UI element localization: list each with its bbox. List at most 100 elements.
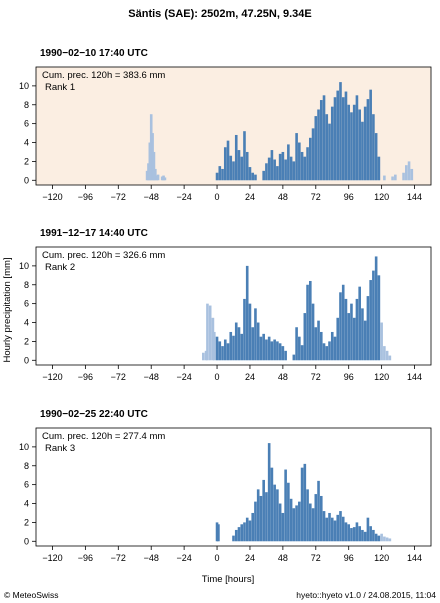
precip-bar: [300, 345, 304, 361]
precip-bar: [366, 517, 370, 542]
panel-1-x-ticks: −120 −96 −72 −48 −24 0 24 48 72 96 120 144: [42, 185, 422, 202]
precip-bar: [262, 333, 265, 361]
precip-bar: [147, 163, 150, 181]
x-tick-label: 0: [215, 192, 220, 202]
precip-bar: [292, 354, 296, 361]
precip-bar: [336, 317, 340, 361]
precip-bar: [295, 505, 298, 542]
precip-bar: [322, 95, 326, 181]
precip-bar: [155, 175, 158, 181]
precip-bar: [358, 109, 361, 181]
precip-bar: [232, 535, 235, 542]
precip-bar: [254, 174, 257, 181]
precip-bar: [339, 82, 342, 181]
panel-2-rank: Rank 2: [45, 262, 75, 273]
precip-bar: [366, 296, 370, 361]
precip-bar: [306, 284, 309, 361]
precip-bar: [229, 155, 233, 181]
y-tick-label: 8: [24, 100, 29, 110]
precip-bar: [330, 106, 334, 181]
y-tick-label: 0: [24, 175, 29, 185]
x-tick-label: −96: [78, 192, 93, 202]
x-tick-label: 72: [311, 192, 321, 202]
x-tick-label: −96: [78, 553, 93, 563]
precip-bar: [273, 484, 276, 542]
precip-bar: [226, 343, 230, 361]
x-axis-label: Time [hours]: [202, 574, 254, 585]
precip-bar: [232, 335, 235, 361]
precip-bar: [217, 524, 220, 542]
precip-bar: [281, 512, 285, 542]
precip-bar: [374, 256, 378, 361]
y-tick-label: 4: [24, 318, 29, 328]
precip-bar: [377, 275, 381, 361]
precip-bar: [369, 280, 372, 361]
panel-2-frame: [35, 246, 432, 366]
panel-2-title: 1991−12−17 14:40 UTC: [40, 228, 148, 239]
panel-1-cumulative-precipitation: Cum. prec. 120h = 383.6 mm: [42, 70, 165, 81]
precip-bar: [218, 166, 222, 181]
precip-bar: [243, 131, 246, 181]
precip-bar: [156, 174, 160, 181]
precip-bar: [223, 339, 227, 361]
y-tick-label: 8: [24, 280, 29, 290]
precip-bar: [374, 533, 378, 542]
precip-bar: [300, 151, 304, 181]
precip-bar: [319, 495, 323, 542]
panel-1-rank: Rank 1: [45, 82, 75, 93]
y-tick-label: 4: [24, 138, 29, 148]
precip-bar: [344, 298, 348, 361]
precip-bar: [355, 522, 359, 542]
panel-2-y-ticks: 0 2 4 6 8 10: [19, 261, 36, 365]
precip-bar: [325, 114, 329, 181]
y-tick-label: 4: [24, 499, 29, 509]
precip-bar: [295, 133, 298, 181]
x-tick-label: 72: [311, 372, 321, 382]
precip-bar: [314, 116, 318, 181]
panel-3-background: [36, 428, 431, 546]
precip-bar: [281, 346, 285, 361]
panel-rank-1: −120 −96 −72 −48 −24 0 24 48 72 96 120 144 0246810 …: [19, 48, 432, 202]
precip-bar: [206, 303, 209, 361]
precip-bar: [363, 531, 367, 542]
precip-bar: [289, 498, 293, 542]
panel-3-y-ticks: 0 2 4 6 8 10: [19, 442, 36, 546]
x-tick-label: −48: [144, 192, 159, 202]
software-version-stamp: hyeto::hyeto v1.0 / 24.08.2015, 11:04: [296, 590, 436, 600]
precip-bar: [325, 517, 329, 542]
x-tick-label: 120: [374, 372, 389, 382]
precip-bar: [254, 501, 257, 542]
precip-bar: [333, 336, 337, 361]
x-tick-label: −120: [42, 553, 62, 563]
precip-bar: [289, 156, 293, 181]
precip-bar: [372, 270, 375, 361]
precip-bar: [226, 140, 230, 181]
precip-bar: [328, 512, 331, 542]
precip-bar: [149, 114, 153, 181]
y-tick-label: 6: [24, 480, 29, 490]
x-tick-label: 48: [278, 553, 288, 563]
panel-1-y-ticks: 0 2 4 6 8 10: [19, 81, 36, 185]
x-tick-label: −48: [144, 553, 159, 563]
precip-bar: [330, 517, 334, 542]
precip-bar: [259, 336, 263, 361]
precip-bar: [292, 508, 296, 542]
precip-bar: [251, 512, 255, 542]
precip-bar: [151, 133, 154, 181]
x-tick-label: −120: [42, 372, 62, 382]
precip-bar: [377, 156, 381, 181]
precip-bar: [148, 142, 152, 181]
precip-bar: [410, 168, 414, 181]
precip-bar: [251, 172, 255, 181]
y-tick-label: 10: [19, 81, 29, 91]
precip-bar: [284, 159, 287, 181]
x-tick-label: 48: [278, 192, 288, 202]
x-tick-label: −24: [176, 553, 191, 563]
precip-bar: [383, 536, 386, 542]
panel-3-rank: Rank 3: [45, 443, 75, 454]
x-tick-label: −72: [111, 372, 126, 382]
precip-bar: [372, 529, 375, 542]
precip-bar: [309, 137, 312, 181]
precip-bar: [281, 151, 285, 181]
precip-bar: [254, 308, 257, 361]
